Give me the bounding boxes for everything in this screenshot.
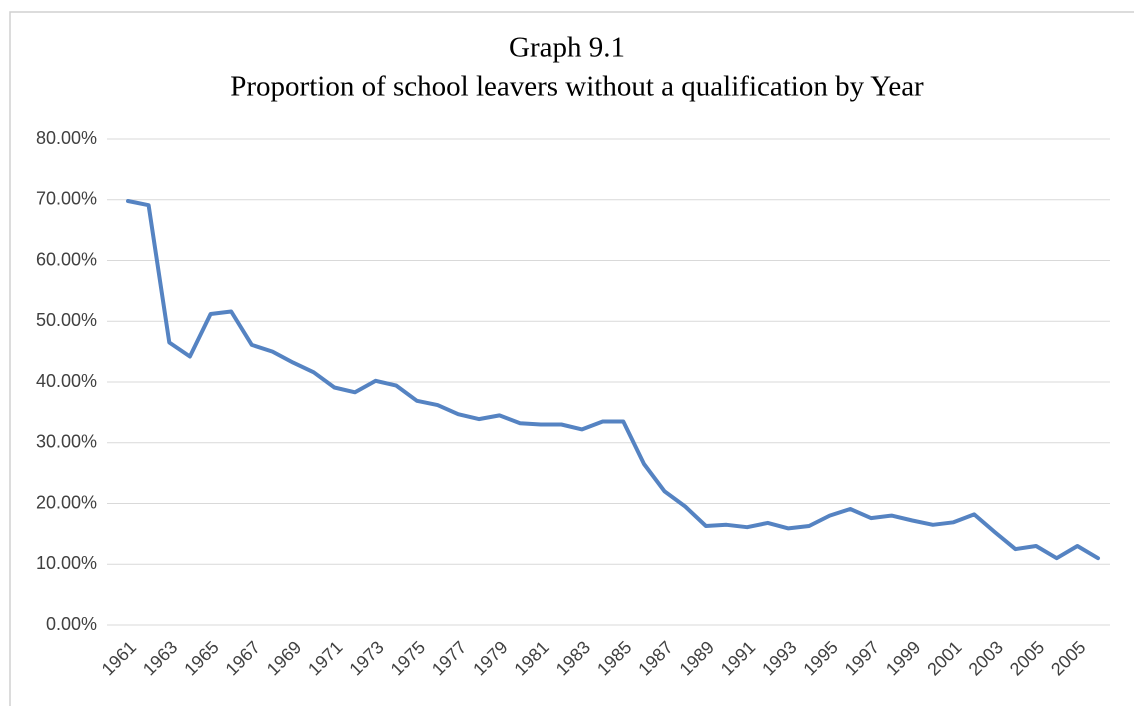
- y-tick-label: 50.00%: [36, 310, 97, 330]
- chart-title: Graph 9.1: [509, 32, 625, 64]
- chart-subtitle: Proportion of school leavers without a q…: [230, 71, 924, 103]
- y-tick-label: 30.00%: [36, 432, 97, 452]
- y-tick-label: 0.00%: [46, 614, 97, 634]
- y-tick-label: 70.00%: [36, 189, 97, 209]
- y-tick-label: 40.00%: [36, 371, 97, 391]
- y-tick-label: 20.00%: [36, 492, 97, 512]
- chart-frame: [9, 11, 1134, 706]
- data-line: [126, 199, 1100, 561]
- y-tick-label: 80.00%: [36, 128, 97, 148]
- y-tick-label: 10.00%: [36, 553, 97, 573]
- y-tick-label: 60.00%: [36, 249, 97, 269]
